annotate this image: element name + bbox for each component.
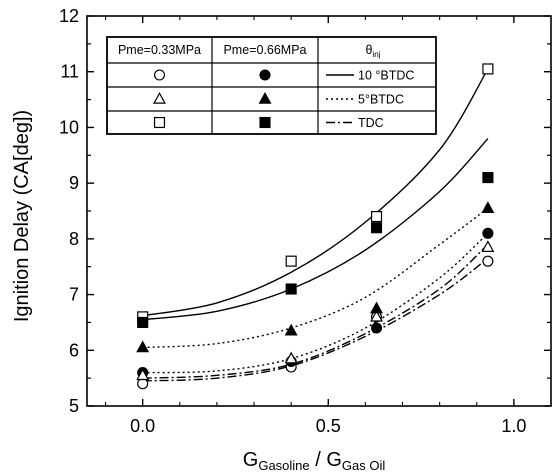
fit-curve-dotted-4 [142,232,489,374]
data-point-square-open-2 [285,255,297,267]
legend-marker-filled-square [259,116,271,129]
fit-curve-solid-2 [142,138,489,321]
y-tick-label: 12 [59,6,79,26]
y-tick-label: 5 [69,396,79,416]
data-point-triangle-open-2 [284,351,298,364]
legend: Pme=0.33MPa Pme=0.66MPa θinj 10 °BTDC 5°BTDC… [106,36,437,135]
x-axis-title-g2: G [326,449,342,471]
data-point-triangle-filled-2 [284,323,298,336]
x-tick-label: 0.5 [316,416,341,436]
data-point-square-filled-3 [370,222,383,234]
fit-curve-solid-1 [142,68,489,317]
x-tick-label: 0.0 [130,416,155,436]
legend-marker-open-triangle [153,92,166,104]
data-point-square-open-3 [370,211,383,223]
y-axis-title: Ignition Delay (CA[deg]) [11,110,33,322]
data-markers [136,63,495,390]
data-point-triangle-open-3 [370,309,383,322]
axis-titles: Ignition Delay (CA[deg])GGasoline / GGas… [11,110,385,473]
x-tick-label: 1.0 [501,416,526,436]
x-axis-title: GGasoline / GGas Oil [243,449,386,473]
y-tick-label: 6 [69,340,79,360]
legend-marker-open-square [153,116,166,129]
legend-header-high-load: Pme=0.66MPa [223,43,306,57]
fit-curve-dashdot-6 [142,257,489,382]
data-point-circle-filled-4 [482,227,494,239]
data-point-triangle-open-4 [481,240,495,252]
legend-marker-filled-circle [259,69,271,81]
legend-label-timing: 10 °BTDC [358,69,414,83]
legend-marker-filled-triangle [258,92,272,104]
x-axis-title-separator: / [310,449,327,471]
legend-label-timing: 5°BTDC [358,93,404,107]
data-point-square-filled-1 [137,316,149,328]
y-tick-label: 7 [69,285,79,305]
data-point-triangle-filled-4 [481,201,495,213]
legend-label-timing: TDC [358,116,384,130]
x-axis-title-sub1: Gasoline [258,458,309,473]
legend-header-timing: θinj [366,43,381,59]
data-point-square-filled-2 [285,283,297,295]
fit-curve-dashdot-5 [142,243,489,379]
y-tick-label: 9 [69,173,79,193]
legend-header-theta-sub: inj [372,50,380,59]
axes: 5 6 7 8 9 10 11 12 0.0 0.5 1.0 [59,6,552,436]
data-point-circle-filled-3 [370,322,383,334]
y-tick-label: 10 [59,117,79,137]
fit-curves [142,68,489,382]
y-tick-label: 8 [69,229,79,249]
x-axis-title-sub2: Gas Oil [342,458,385,473]
legend-marker-open-circle [153,69,166,81]
data-point-triangle-filled-1 [136,340,150,353]
legend-header-theta: θ [366,43,373,57]
data-point-square-open-4 [482,63,494,75]
y-tick-label: 11 [60,62,79,82]
data-point-square-filled-4 [482,172,494,184]
data-point-triangle-filled-3 [370,301,383,314]
data-point-triangle-open-1 [136,368,150,381]
x-axis-title-g1: G [243,449,259,471]
legend-header-low-load: Pme=0.33MPa [118,43,201,57]
data-point-circle-open-1 [137,378,149,390]
data-point-circle-open-4 [482,255,494,267]
